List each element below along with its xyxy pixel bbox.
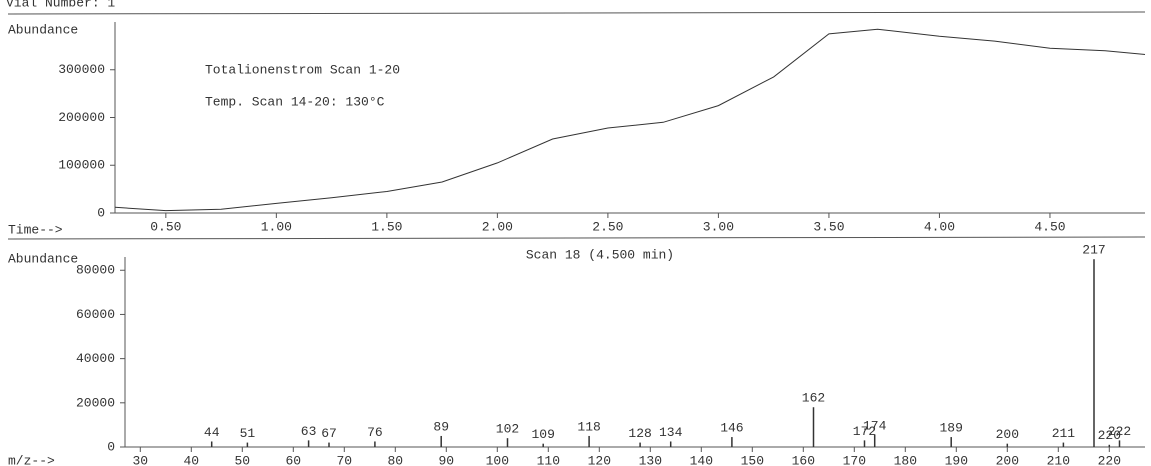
x-tick-label: 140 (690, 453, 713, 466)
x-tick-label: 200 (996, 453, 1019, 466)
peak (374, 441, 376, 447)
x-tick-label: 0.50 (150, 219, 181, 234)
x-axis-label: m/z--> (8, 453, 55, 466)
y-tick-label: 60000 (76, 307, 115, 322)
x-tick-label: 70 (336, 453, 352, 466)
peak (1093, 259, 1095, 447)
peak-label: 134 (659, 425, 683, 440)
peak-label: 211 (1052, 426, 1076, 441)
x-tick-label: 40 (183, 453, 199, 466)
x-tick-label: 130 (639, 453, 662, 466)
x-tick-label: 60 (285, 453, 301, 466)
peak (542, 443, 544, 447)
x-tick-label: 170 (843, 453, 866, 466)
y-tick-label: 200000 (58, 110, 105, 125)
peak-label: 189 (939, 420, 962, 435)
peak (950, 437, 952, 447)
peak (1062, 442, 1065, 447)
peak-label: 146 (720, 420, 743, 435)
y-tick-label: 300000 (58, 62, 105, 77)
frame-line (7, 236, 1146, 240)
peak-label: 44 (204, 425, 220, 440)
peak-label: 109 (531, 427, 554, 442)
peak (440, 435, 442, 447)
x-tick-label: 3.00 (703, 219, 734, 234)
peak (873, 434, 876, 447)
peak-label: 67 (321, 426, 337, 441)
x-tick-label: 2.50 (592, 219, 623, 234)
peak-label: 222 (1108, 424, 1131, 439)
peak-label: 51 (240, 426, 256, 441)
peak (1108, 444, 1111, 447)
y-axis-label: Abundance (8, 22, 78, 37)
peak (731, 437, 733, 447)
peak (639, 442, 641, 447)
x-tick-label: 50 (234, 453, 250, 466)
peak-label: 172 (853, 424, 876, 439)
frame-line (7, 11, 1146, 15)
vial-header: Vial Number: 1 (6, 0, 115, 10)
x-tick-label: 150 (741, 453, 764, 466)
peak-label: 162 (802, 391, 825, 406)
x-tick-label: 1.00 (261, 219, 292, 234)
y-axis-label: Abundance (8, 251, 78, 266)
x-tick-label: 220 (1098, 453, 1121, 466)
x-tick-label: 4.50 (1034, 219, 1065, 234)
peak-label: 174 (863, 418, 887, 433)
x-tick-label: 120 (588, 453, 611, 466)
x-axis-label: Time--> (8, 222, 63, 237)
peak-label: 118 (577, 419, 600, 434)
annotation: Temp. Scan 14-20: 130°C (205, 94, 385, 109)
y-tick-label: 20000 (76, 395, 115, 410)
y-tick-label: 80000 (76, 263, 115, 278)
peak (328, 442, 330, 447)
x-tick-label: 3.50 (813, 219, 844, 234)
peak (812, 407, 815, 447)
x-tick-label: 4.00 (924, 219, 955, 234)
peak-label: 76 (367, 425, 383, 440)
peak-label: 220 (1098, 428, 1121, 443)
y-tick-label: 40000 (76, 351, 115, 366)
y-tick-label: 0 (97, 205, 105, 220)
peak (863, 440, 866, 447)
peak-label: 200 (996, 427, 1019, 442)
peak (588, 435, 590, 447)
peak (246, 442, 249, 447)
x-tick-label: 80 (387, 453, 403, 466)
x-tick-label: 210 (1047, 453, 1070, 466)
peak (669, 441, 672, 447)
x-tick-label: 100 (486, 453, 509, 466)
peak (210, 441, 213, 447)
chart-title: Scan 18 (4.500 min) (526, 247, 674, 262)
peak (506, 438, 509, 447)
peak (1118, 440, 1121, 447)
peak-label: 217 (1082, 243, 1105, 258)
annotation: Totalionenstrom Scan 1-20 (205, 62, 400, 77)
x-tick-label: 1.50 (371, 219, 402, 234)
x-tick-label: 90 (438, 453, 454, 466)
peak (307, 440, 310, 447)
x-tick-label: 2.00 (482, 219, 513, 234)
tic-line (114, 28, 1146, 212)
y-tick-label: 0 (107, 439, 115, 454)
x-tick-label: 180 (894, 453, 917, 466)
peak-label: 102 (496, 422, 519, 437)
y-tick-label: 100000 (58, 158, 105, 173)
peak (1006, 443, 1009, 447)
x-tick-label: 110 (537, 453, 560, 466)
peak-label: 63 (301, 424, 317, 439)
peak-label: 128 (628, 426, 651, 441)
x-tick-label: 160 (792, 453, 815, 466)
x-tick-label: 30 (132, 453, 148, 466)
x-tick-label: 190 (945, 453, 968, 466)
peak-label: 89 (433, 419, 449, 434)
